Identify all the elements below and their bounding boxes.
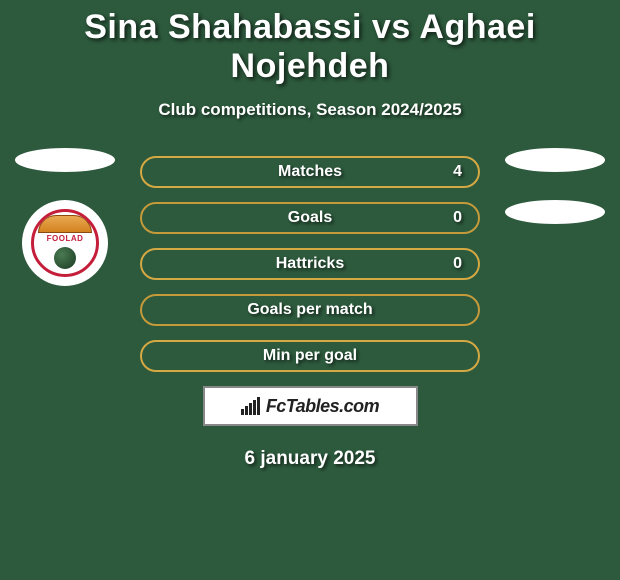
brand-label: FcTables.com [266,396,379,417]
player-placeholder-oval [505,200,605,224]
stats-list: Matches 4 Goals 0 Hattricks 0 Goals per match M… [140,156,480,372]
badge-top-stripe [38,215,92,233]
stat-label: Goals [288,209,332,227]
stat-row: Min per goal [140,340,480,372]
page-title: Sina Shahabassi vs Aghaei Nojehdeh [0,0,620,86]
brand-bar [257,397,260,415]
stat-row: Goals per match [140,294,480,326]
page-subtitle: Club competitions, Season 2024/2025 [0,100,620,120]
stat-label: Goals per match [247,301,372,319]
club-badge-inner: FOOLAD [31,209,99,277]
brand-bar [241,409,244,415]
stat-label: Matches [278,163,342,181]
stat-row: Matches 4 [140,156,480,188]
date-text: 6 january 2025 [0,448,620,470]
stat-row: Goals 0 [140,202,480,234]
badge-ball-icon [54,247,76,269]
badge-label: FOOLAD [34,234,96,243]
content-area: FOOLAD Matches 4 Goals 0 Hattricks 0 Goals per… [0,156,620,470]
club-badge: FOOLAD [22,200,108,286]
player-placeholder-oval [15,148,115,172]
right-column [500,148,610,252]
brand-bar [249,403,252,415]
stat-value: 0 [453,255,462,273]
player-placeholder-oval [505,148,605,172]
stat-value: 4 [453,163,462,181]
stat-row: Hattricks 0 [140,248,480,280]
left-column: FOOLAD [10,148,120,286]
brand-bar [245,406,248,415]
stat-label: Hattricks [276,255,344,273]
bars-icon [241,397,260,415]
stat-label: Min per goal [263,347,357,365]
brand-bar [253,400,256,415]
stat-value: 0 [453,209,462,227]
brand-box: FcTables.com [203,386,418,426]
brand-text: FcTables.com [241,396,379,417]
